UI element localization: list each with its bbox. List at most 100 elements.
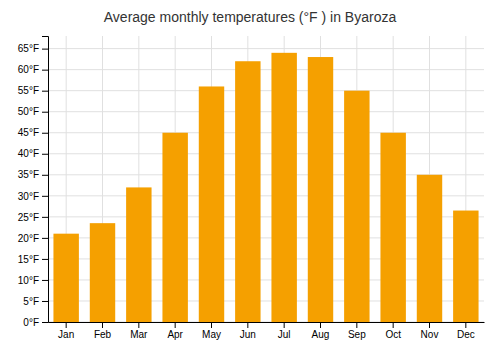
tick-mark [42, 280, 48, 281]
tick-label: 55°F [18, 85, 39, 96]
tick-mark [102, 322, 103, 328]
tick-label: 0°F [23, 317, 39, 328]
tick: Aug [312, 322, 330, 340]
grid-line [48, 153, 484, 154]
y-axis: 0°F 5°F 10°F 15°F 20°F 25°F 30°F 35°F 40°F 45°F 50… [18, 37, 49, 328]
tick: Nov [421, 322, 439, 340]
tick-label: May [202, 329, 221, 340]
tick: Feb [94, 322, 112, 340]
axis-line [49, 322, 485, 323]
tick-label: 50°F [18, 106, 39, 117]
tick-mark [42, 322, 48, 323]
tick: 45°F [18, 127, 48, 138]
tick-label: Jun [240, 329, 256, 340]
bar [453, 211, 478, 322]
bar [308, 57, 333, 322]
tick: Sep [348, 322, 366, 340]
bar [53, 234, 78, 322]
tick: 40°F [18, 148, 48, 159]
tick: 50°F [18, 106, 48, 117]
tick: 35°F [18, 169, 48, 180]
tick-mark [42, 49, 48, 50]
tick-label: 40°F [18, 148, 39, 159]
tick-mark [393, 322, 394, 328]
bar [235, 61, 260, 322]
tick-label: 25°F [18, 212, 39, 223]
tick-mark [284, 322, 285, 328]
bar [380, 133, 405, 322]
tick-mark [247, 322, 248, 328]
tick-mark [42, 259, 48, 260]
tick: 10°F [18, 275, 48, 286]
tick: Jul [278, 322, 291, 340]
tick-mark [138, 322, 139, 328]
grid-line [48, 90, 484, 91]
grid-line [48, 111, 484, 112]
tick-mark [356, 322, 357, 328]
bar [126, 187, 151, 322]
tick-label: Nov [421, 329, 439, 340]
x-axis: Jan Feb Mar Apr May Jun Jul Aug Sep Oct Nov Dec [49, 322, 485, 340]
tick: 20°F [18, 233, 48, 244]
plot: Jan Feb Mar Apr May Jun Jul Aug Sep Oct Nov Dec 0°F 5… [18, 36, 485, 340]
tick-mark [42, 133, 48, 134]
tick-label: 15°F [18, 254, 39, 265]
tick-label: Oct [385, 329, 401, 340]
bar [271, 53, 296, 322]
tick-label: 60°F [18, 64, 39, 75]
tick-mark [42, 154, 48, 155]
axis-line [42, 37, 49, 323]
tick: 55°F [18, 85, 48, 96]
tick: Dec [457, 322, 475, 340]
tick: Jan [58, 322, 74, 340]
tick-mark [42, 70, 48, 71]
tick-mark [42, 238, 48, 239]
tick-label: Mar [130, 329, 148, 340]
tick: Jun [240, 322, 256, 340]
tick-mark [42, 175, 48, 176]
tick-label: Apr [167, 329, 183, 340]
tick-label: 35°F [18, 169, 39, 180]
tick-mark [211, 322, 212, 328]
tick-label: 20°F [18, 233, 39, 244]
tick-mark [42, 196, 48, 197]
chart: Average monthly temperatures (°F ) in By… [0, 0, 500, 350]
tick-mark [42, 301, 48, 302]
tick-label: Jul [278, 329, 291, 340]
tick: 60°F [18, 64, 48, 75]
tick-label: 45°F [18, 127, 39, 138]
tick: 5°F [23, 296, 48, 307]
tick: Apr [167, 322, 183, 340]
grid [48, 36, 484, 322]
tick-label: 65°F [18, 43, 39, 54]
tick-mark [42, 91, 48, 92]
bars [53, 53, 478, 322]
tick: 0°F [23, 317, 48, 328]
title: Average monthly temperatures (°F ) in By… [104, 9, 397, 25]
tick-label: Aug [312, 329, 330, 340]
tick-label: Feb [94, 329, 112, 340]
tick-mark [320, 322, 321, 328]
bar [199, 86, 224, 322]
grid-line [48, 132, 484, 133]
tick: 25°F [18, 212, 48, 223]
tick-mark [429, 322, 430, 328]
tick-label: Jan [58, 329, 74, 340]
grid-line [48, 48, 484, 49]
bar [90, 223, 115, 322]
tick: 65°F [18, 43, 48, 54]
tick-mark [42, 112, 48, 113]
tick: 15°F [18, 254, 48, 265]
tick-mark [465, 322, 466, 328]
tick: Mar [130, 322, 148, 340]
bar [162, 133, 187, 322]
grid-line [48, 69, 484, 70]
tick-label: 5°F [23, 296, 39, 307]
tick-label: Sep [348, 329, 366, 340]
tick-mark [175, 322, 176, 328]
bar [417, 175, 442, 322]
tick-mark [42, 217, 48, 218]
tick: 30°F [18, 191, 48, 202]
tick: Oct [385, 322, 401, 340]
tick-label: 10°F [18, 275, 39, 286]
